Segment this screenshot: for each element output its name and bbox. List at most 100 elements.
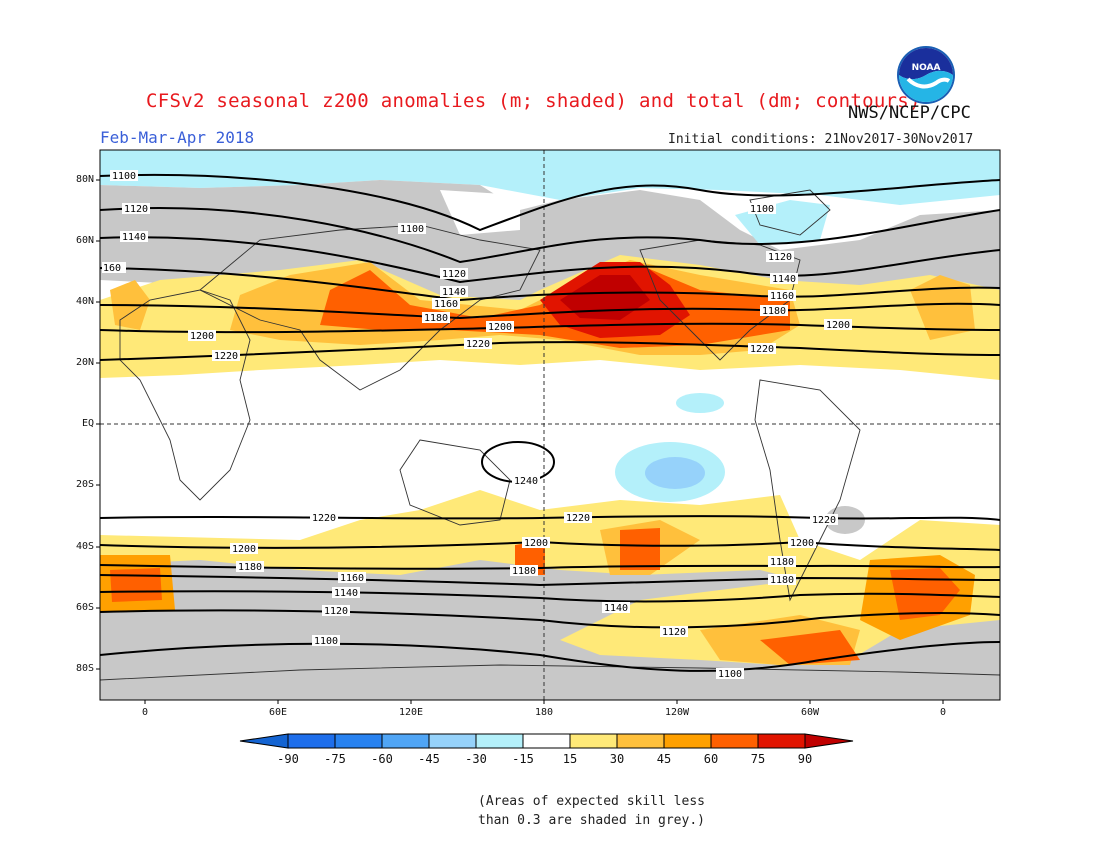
colorbar-segment [757,733,806,749]
contour-label: 1180 [768,556,796,568]
noaa-logo-icon: NOAA [897,46,955,104]
contour-label: 1180 [236,561,264,573]
lon-label: 60E [268,707,288,718]
anomaly-neg-15-tropics [676,393,724,413]
contour-1180-south [100,564,1000,570]
lon-label: 120E [398,707,424,718]
colorbar-tick-label: 15 [562,752,578,766]
contour-1200-north [100,322,1000,334]
colorbar-tick-label: 60 [703,752,719,766]
axis-ticks [96,179,944,704]
contour-label: 1140 [770,273,798,285]
svg-text:1140: 1140 [122,232,146,243]
lat-label: 60N [75,235,94,246]
svg-text:1200: 1200 [190,331,214,342]
antarctica-outline [100,664,1000,681]
contour-label: 1200 [522,537,550,549]
lat-label: 60S [75,602,94,613]
contour-label-group: 1100 1100 1100 1100 1100 1120 1120 1120 … [102,170,852,680]
skill-note: (Areas of expected skill less than 0.3 a… [478,794,705,828]
svg-text:1120: 1120 [768,252,792,263]
white-patch [440,190,520,235]
svg-text:1240: 1240 [514,476,538,487]
anomaly-30-45-atlantic [910,275,975,340]
colorbar-segment [569,733,618,749]
colorbar-tick-label: -60 [371,752,393,766]
lat-label: 20N [75,357,94,368]
agency-label: NWS/NCEP/CPC [848,103,971,123]
contour-label: 1180 [760,305,788,317]
svg-text:1100: 1100 [400,224,424,235]
anomaly-neg-30-south-pacific [645,457,705,489]
colorbar-segment [475,733,524,749]
svg-text:1120: 1120 [324,606,348,617]
colorbar-segment [428,733,477,749]
lat-label: 40N [75,296,94,307]
season-label: Feb-Mar-Apr 2018 [100,128,255,147]
contour-1220-south [100,515,1000,521]
contour-label: 1180 [768,574,796,586]
contour-label: 1120 [766,251,794,263]
anomaly-60-75-antarctic [760,630,860,665]
svg-text:1100: 1100 [718,669,742,680]
contour-label: 1140 [602,602,630,614]
svg-text:1120: 1120 [662,627,686,638]
grey-patch-south-america [825,506,865,534]
svg-text:1220: 1220 [466,339,490,350]
svg-text:1100: 1100 [112,171,136,182]
south-america-outline [754,379,861,602]
contour-label: 1120 [322,605,350,617]
africa-outline [119,289,251,501]
contour-1140-south [100,590,1000,603]
contour-label: 1200 [824,319,852,331]
contour-label: 1100 [110,170,138,182]
colorbar-tick-label: -90 [277,752,299,766]
contour-label: 1140 [120,231,148,243]
contour-label: 1200 [188,330,216,342]
greenland-outline [749,189,831,236]
colorbar-tick-label: 45 [656,752,672,766]
svg-text:1160: 1160 [770,291,794,302]
lat-label: 20S [75,479,94,490]
colorbar [239,733,854,749]
eurasia-outline [199,224,541,391]
plot-title: CFSv2 seasonal z200 anomalies (m; shaded… [146,90,921,112]
contour-label: 1220 [748,343,776,355]
colorbar-segment [663,733,712,749]
map-panel: 1100 1100 1100 1100 1100 1120 1120 1120 … [100,150,1000,700]
anomaly-neg-15-north [100,150,1000,205]
lat-label: EQ [81,418,94,429]
svg-text:1100: 1100 [314,636,338,647]
contour-1120-south [100,609,1000,629]
contour-1180-north [100,302,1000,320]
contour-label: 1200 [230,543,258,555]
contour-1100-north [100,173,1000,232]
contour-label: 1220 [212,350,240,362]
lat-label: 40S [75,541,94,552]
svg-text:1120: 1120 [124,204,148,215]
height-contours [100,173,1000,672]
colorbar-tick-label: -30 [465,752,487,766]
colorbar-tick-label: 90 [797,752,813,766]
contour-label: 1100 [716,668,744,680]
svg-text:1220: 1220 [312,513,336,524]
contour-label: 1120 [122,203,150,215]
svg-text:1140: 1140 [442,287,466,298]
contour-label: 1160 [338,572,366,584]
contour-label: 1160 [432,298,460,310]
svg-text:1220: 1220 [566,513,590,524]
svg-text:1180: 1180 [512,566,536,577]
contour-label: 1120 [440,268,468,280]
svg-text:1220: 1220 [812,515,836,526]
lon-label: 180 [534,707,554,718]
contour-1220-north [100,341,1000,361]
initial-conditions-label: Initial conditions: 21Nov2017-30Nov2017 [668,132,974,147]
anomaly-60-75-south-pacific [620,528,660,570]
colorbar-segment [522,733,571,749]
svg-text:1140: 1140 [772,274,796,285]
contour-1100-south [100,641,1000,672]
svg-text:1100: 1100 [750,204,774,215]
colorbar-tick-label: -45 [418,752,440,766]
svg-text:1180: 1180 [770,557,794,568]
